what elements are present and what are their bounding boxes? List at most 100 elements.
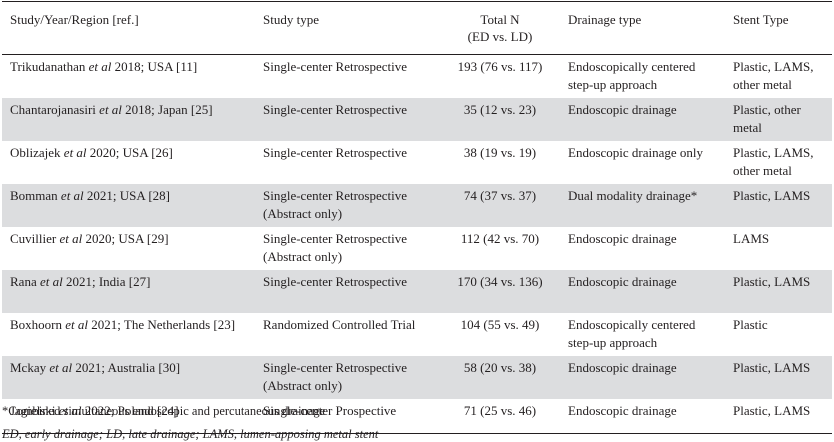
- cell-study-type-line: Single-center Retrospective: [263, 59, 408, 74]
- cell-study-type-line: (Abstract only): [263, 205, 343, 221]
- table-row: Cuvillier et al 2020; USA [29] Single-cen…: [2, 227, 832, 270]
- study-year-region: 2021; India [27]: [62, 273, 151, 289]
- cell-drainage-type-line: Endoscopic drainage: [568, 359, 677, 375]
- study-etal: et al: [63, 144, 87, 160]
- study-year-region: 2020; USA [29]: [82, 230, 169, 246]
- cell-stent-type-line: Plastic, LAMS,: [733, 59, 814, 74]
- cell-stent-type-line: Plastic, LAMS: [733, 402, 811, 418]
- header-drainage-type: Drainage type: [568, 12, 642, 27]
- cell-study: Mckay et al 2021; Australia [30]: [2, 356, 255, 399]
- cell-drainage-type-line: Endoscopically centered: [568, 59, 696, 74]
- cell-study-type-line: (Abstract only): [263, 377, 343, 393]
- table-row: Rana et al 2021; India [27] Single-center…: [2, 269, 832, 313]
- cell-study-type-line: Single-center Retrospective: [263, 273, 408, 289]
- cell-study-type: Single-center Retrospective: [255, 55, 440, 98]
- table-row: Jagielski et al 2022; Poland [24] Single-…: [2, 399, 832, 434]
- cell-drainage-type: Endoscopic drainage: [560, 356, 725, 399]
- cell-stent-type-line: LAMS: [733, 230, 770, 246]
- study-etal: et al: [60, 187, 84, 203]
- study-author: Trikudanathan: [10, 59, 86, 74]
- cell-drainage-type: Dual modality drainage*: [560, 184, 725, 227]
- cell-stent-type: Plastic, LAMS, other metal: [725, 55, 832, 98]
- cell-stent-type-line: Plastic, LAMS: [733, 273, 811, 289]
- cell-study-type-line: Single-center Prospective: [263, 402, 397, 418]
- cell-stent-type: Plastic, LAMS: [725, 184, 832, 227]
- study-etal: et al: [65, 316, 88, 332]
- cell-stent-type: Plastic, LAMS, other metal: [725, 141, 832, 184]
- cell-total-n: 170 (34 vs. 136): [457, 273, 543, 289]
- study-year-region: 2018; Japan [25]: [121, 101, 213, 117]
- cell-study-type: Single-center Retrospective (Abstract onl…: [255, 184, 440, 227]
- cell-stent-type: Plastic, other metal: [725, 98, 832, 141]
- cell-study: Jagielski et al 2022; Poland [24]: [2, 399, 255, 434]
- cell-drainage-type: Endoscopic drainage: [560, 227, 725, 270]
- study-author: Cuvillier: [10, 230, 57, 246]
- footnote: *Combined simultaneous endoscopic and pe…: [2, 404, 326, 418]
- header-row: Study/Year/Region [ref.] Study type Tota…: [2, 1, 832, 55]
- cell-study-type: Single-center Prospective: [255, 399, 440, 434]
- cell-drainage-type-line: Dual modality drainage*: [568, 187, 698, 203]
- cell-stent-type-line: metal: [733, 119, 762, 135]
- cell-stent-type: Plastic, LAMS: [725, 270, 832, 313]
- cell-stent-type: Plastic, LAMS: [725, 356, 832, 399]
- study-author: Mckay: [10, 359, 47, 375]
- header-study-type: Study type: [263, 12, 319, 27]
- cell-total-n: 58 (20 vs. 38): [463, 359, 537, 375]
- cell-study-type: Single-center Retrospective: [255, 141, 440, 184]
- table-row: Chantarojanasiri et al 2018; Japan [25] S…: [2, 97, 832, 141]
- cell-total-n: 71 (25 vs. 46): [463, 402, 537, 418]
- table-body: Trikudanathan et al 2018; USA [11] Single…: [2, 55, 832, 434]
- header-study: Study/Year/Region [ref.]: [10, 12, 139, 27]
- cell-stent-type: LAMS: [725, 227, 832, 270]
- cell-study: Bomman et al 2021; USA [28]: [2, 184, 255, 227]
- study-author: Oblizajek: [10, 144, 61, 160]
- table-row: Oblizajek et al 2020; USA [26] Single-cen…: [2, 141, 832, 184]
- cell-study-type: Single-center Retrospective (Abstract onl…: [255, 227, 440, 270]
- abbreviations-note: ED, early drainage; LD, late drainage; L…: [2, 427, 379, 441]
- study-etal: et al: [49, 359, 73, 375]
- study-author: Bomman: [10, 187, 58, 203]
- study-year-region: 2018; USA [11]: [111, 59, 198, 74]
- cell-study-type-line: Single-center Retrospective: [263, 187, 408, 203]
- cell-study: Boxhoorn et al 2021; The Netherlands [23…: [2, 313, 255, 356]
- cell-drainage-type: Endoscopically centered step-up approach: [560, 313, 725, 356]
- study-etal: et al: [59, 230, 83, 246]
- header-stent-type: Stent Type: [733, 12, 789, 27]
- cell-stent-type-line: Plastic: [733, 316, 768, 332]
- cell-stent-type-line: other metal: [733, 162, 792, 178]
- cell-stent-type: Plastic: [725, 313, 832, 356]
- study-etal: et al: [39, 273, 63, 289]
- cell-study: Chantarojanasiri et al 2018; Japan [25]: [2, 98, 255, 141]
- table-row: Boxhoorn et al 2021; The Netherlands [23…: [2, 313, 832, 356]
- cell-study-type-line: (Abstract only): [263, 248, 343, 264]
- table-row: Trikudanathan et al 2018; USA [11] Single…: [2, 55, 832, 98]
- cell-stent-type: Plastic, LAMS: [725, 399, 832, 434]
- cell-drainage-type: Endoscopic drainage: [560, 270, 725, 313]
- study-etal: et al: [58, 402, 82, 418]
- cell-drainage-type-line: Endoscopically centered: [568, 316, 696, 332]
- cell-drainage-type: Endoscopically centered step-up approach: [560, 55, 725, 98]
- cell-drainage-type: Endoscopic drainage: [560, 399, 725, 434]
- studies-table: Study/Year/Region [ref.] Study type Tota…: [2, 1, 832, 434]
- header-total-n-line2: (ED vs. LD): [467, 29, 533, 44]
- cell-drainage-type: Endoscopic drainage: [560, 98, 725, 141]
- cell-study-type: Single-center Retrospective (Abstract onl…: [255, 356, 440, 399]
- study-year-region: 2021; Australia [30]: [72, 359, 181, 375]
- cell-drainage-type-line: Endoscopic drainage: [568, 101, 677, 117]
- study-author: Boxhoorn: [10, 316, 62, 332]
- cell-study: Oblizajek et al 2020; USA [26]: [2, 141, 255, 184]
- cell-drainage-type-line: Endoscopic drainage: [568, 273, 677, 289]
- study-year-region: 2021; USA [28]: [83, 187, 170, 203]
- cell-total-n: 104 (55 vs. 49): [460, 316, 540, 332]
- study-author: Rana: [10, 273, 37, 289]
- study-year-region: 2021; The Netherlands [23]: [88, 316, 236, 332]
- cell-total-n: 74 (37 vs. 37): [463, 187, 537, 203]
- study-year-region: 2022; Poland [24]: [81, 402, 179, 418]
- cell-stent-type-line: other metal: [733, 77, 792, 92]
- cell-total-n: 112 (42 vs. 70): [460, 230, 540, 246]
- cell-study-type-line: Single-center Retrospective: [263, 101, 408, 117]
- cell-study-type-line: Randomized Controlled Trial: [263, 316, 416, 332]
- header-total-n-line1: Total N: [480, 12, 520, 27]
- cell-drainage-type-line: Endoscopic drainage: [568, 402, 677, 418]
- cell-study: Rana et al 2021; India [27]: [2, 270, 255, 313]
